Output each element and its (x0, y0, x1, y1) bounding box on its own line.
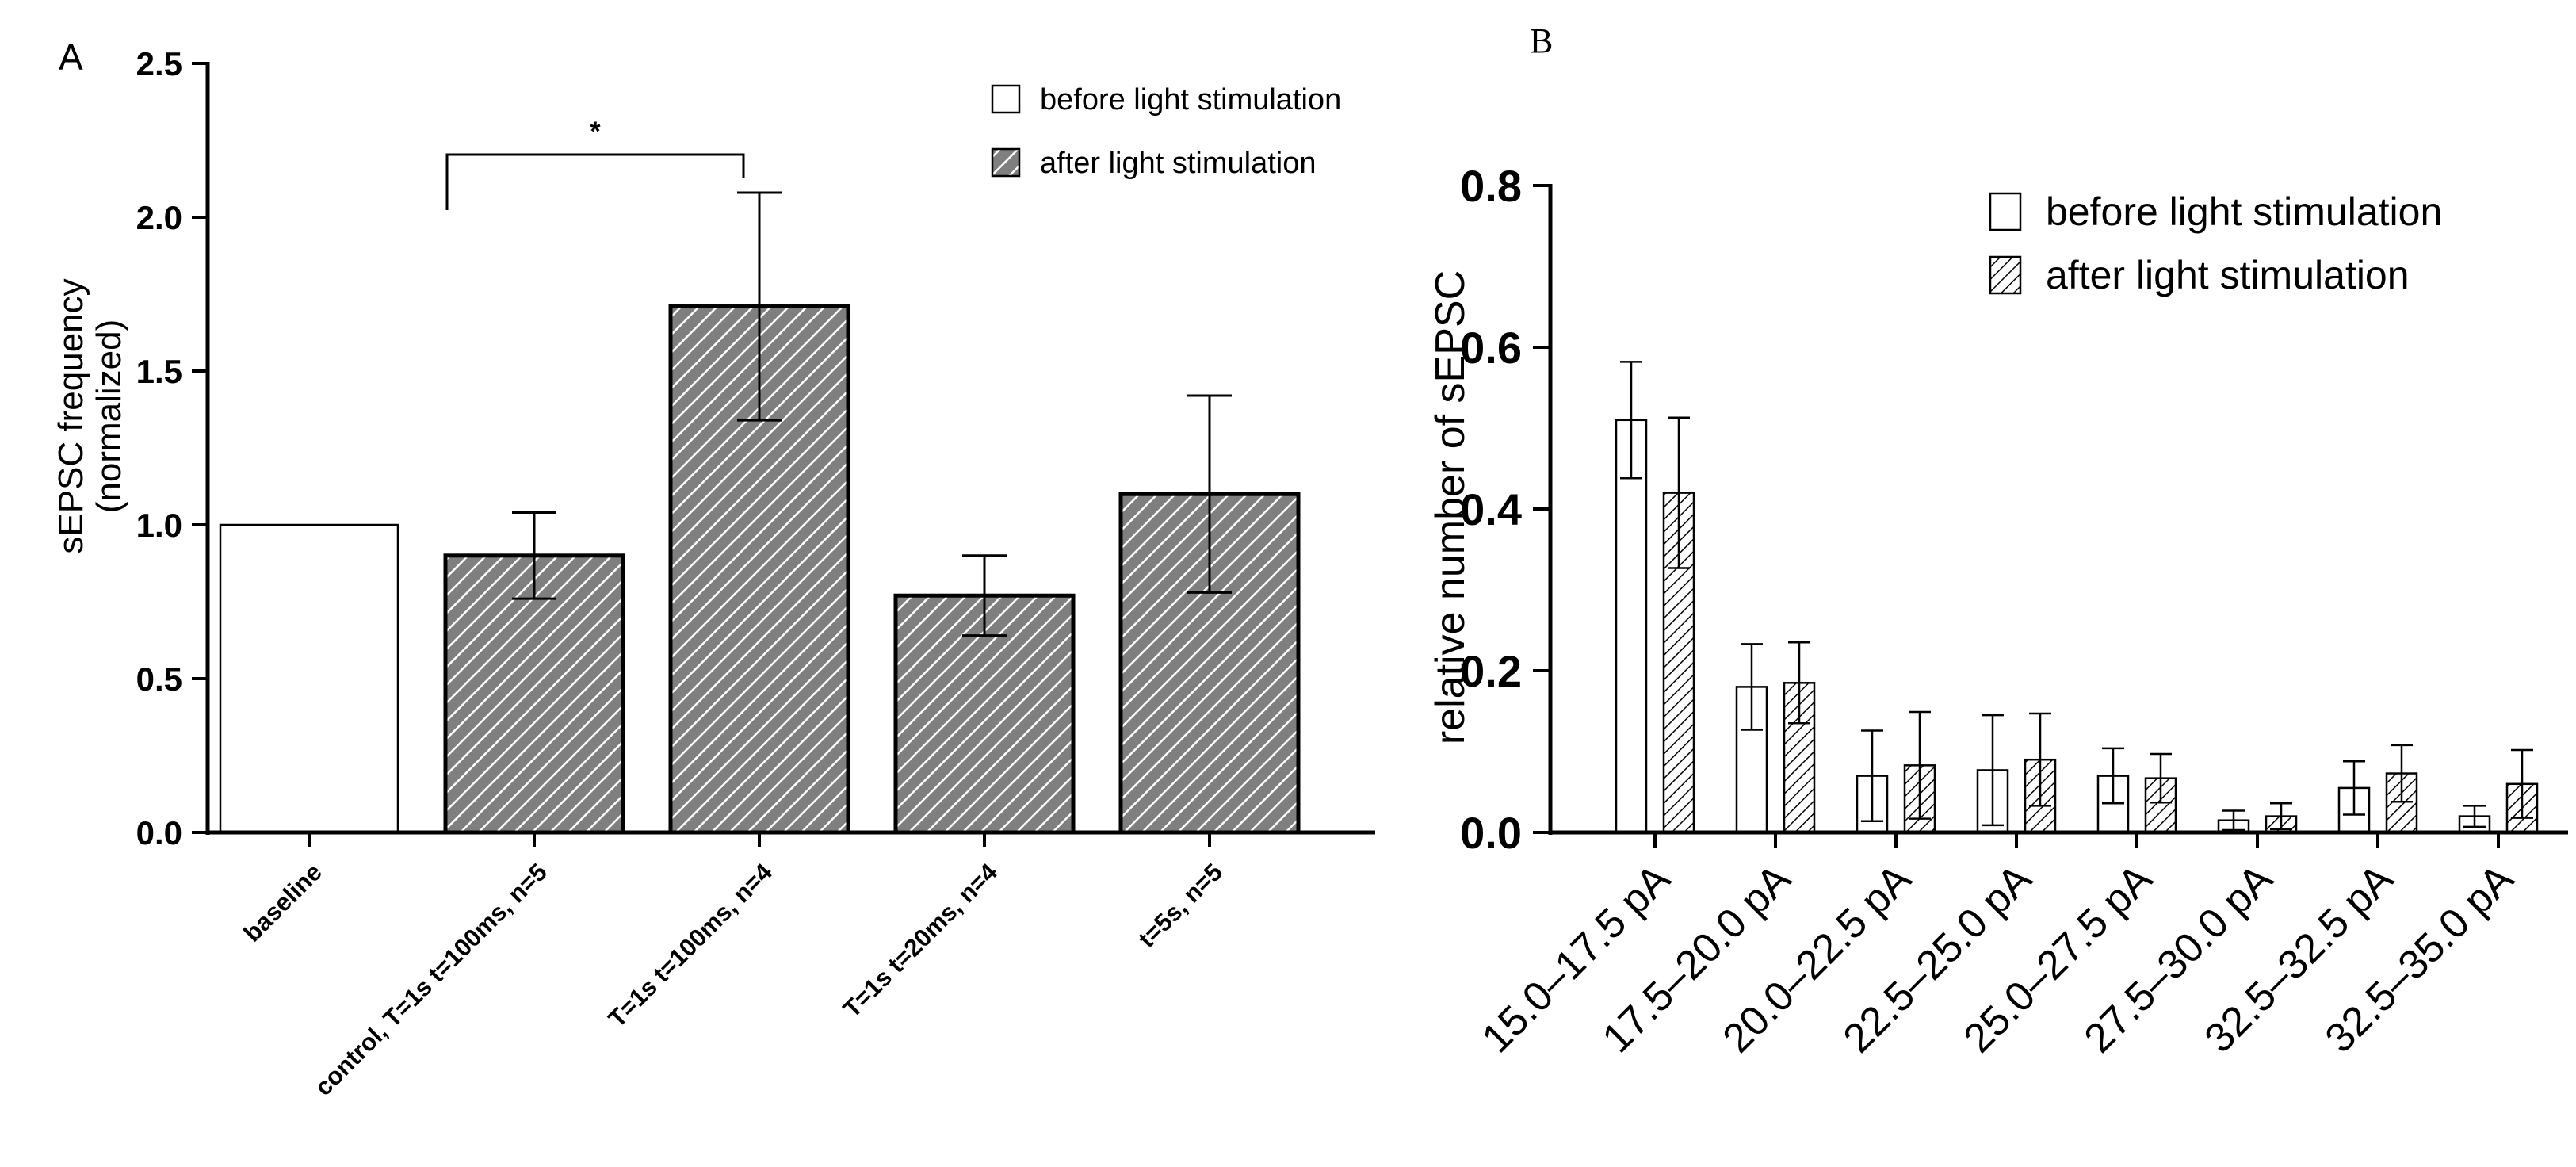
significance-line (445, 153, 745, 210)
y-tick-label: 0.5 (136, 660, 182, 698)
bar-2 (443, 553, 625, 835)
y-tick-label: 0.0 (136, 814, 182, 851)
x-tick-label: T=1s t=100ms, n=4 (603, 858, 778, 1033)
legend-swatch-before (991, 84, 1021, 114)
legend-swatch-after (1989, 255, 2022, 295)
bar-group (1615, 419, 2539, 834)
y-axis-title-line-1: sEPSC frequency (52, 278, 90, 553)
bar-4 (893, 593, 1076, 835)
y-axis-title: relative number of sEPSC (1428, 270, 1473, 744)
legend-swatch-after (991, 147, 1021, 178)
y-tick-label: 2.5 (136, 45, 182, 82)
x-tick-label: baseline (238, 858, 327, 947)
y-axis-ticks: 0.0 0.2 0.4 0.6 0.8 (1460, 161, 1550, 858)
y-axis-title-line-2: (normalized) (90, 319, 128, 514)
y-tick-label: 2.0 (136, 199, 182, 236)
legend-label-after: after light stimulation (2046, 253, 2410, 297)
chart-b: B relative number of sEPSC 0.00.20.40.60… (1428, 21, 2568, 1062)
y-tick-label: 0.2 (1460, 646, 1522, 696)
chart-a: A sEPSC frequency (normalized) 0.0 0.5 1.0… (52, 36, 1375, 1101)
error-bar-group (1620, 361, 2533, 832)
legend: before light stimulation after light stim… (991, 83, 1341, 180)
legend-label-before: before light stimulation (1040, 83, 1341, 117)
y-tick-label: 0.6 (1460, 323, 1522, 373)
y-tick-label: 0.4 (1460, 484, 1522, 534)
legend-label-before: before light stimulation (2046, 189, 2442, 234)
bar-before-1 (1615, 419, 1648, 834)
y-axis-ticks: 0.0 0.5 1.0 1.5 2.0 2.5 (136, 45, 208, 851)
y-tick-label: 1.5 (136, 353, 182, 390)
y-axis-title: sEPSC frequency (normalized) (52, 278, 128, 553)
axes (205, 62, 1375, 835)
significance-marker: * (590, 117, 601, 147)
y-tick-label: 0.8 (1460, 161, 1522, 211)
panel-a-label: A (59, 36, 83, 78)
significance-bracket: * (445, 117, 745, 210)
panel-b-label: B (1530, 21, 1553, 60)
x-tick-label: T=1s t=20ms, n=4 (838, 858, 1003, 1024)
legend: before light stimulation after light stim… (1989, 189, 2442, 297)
x-tick-label: control, T=1s t=100ms, n=5 (309, 858, 552, 1101)
legend-label-after: after light stimulation (1040, 147, 1317, 180)
y-tick-label: 0.0 (1460, 808, 1522, 858)
x-tick-label: t=5s, n=5 (1133, 858, 1228, 953)
legend-swatch-before (1989, 192, 2022, 231)
y-tick-label: 1.0 (136, 507, 182, 544)
error-bar-group (512, 191, 1232, 637)
bar-1 (219, 523, 399, 834)
